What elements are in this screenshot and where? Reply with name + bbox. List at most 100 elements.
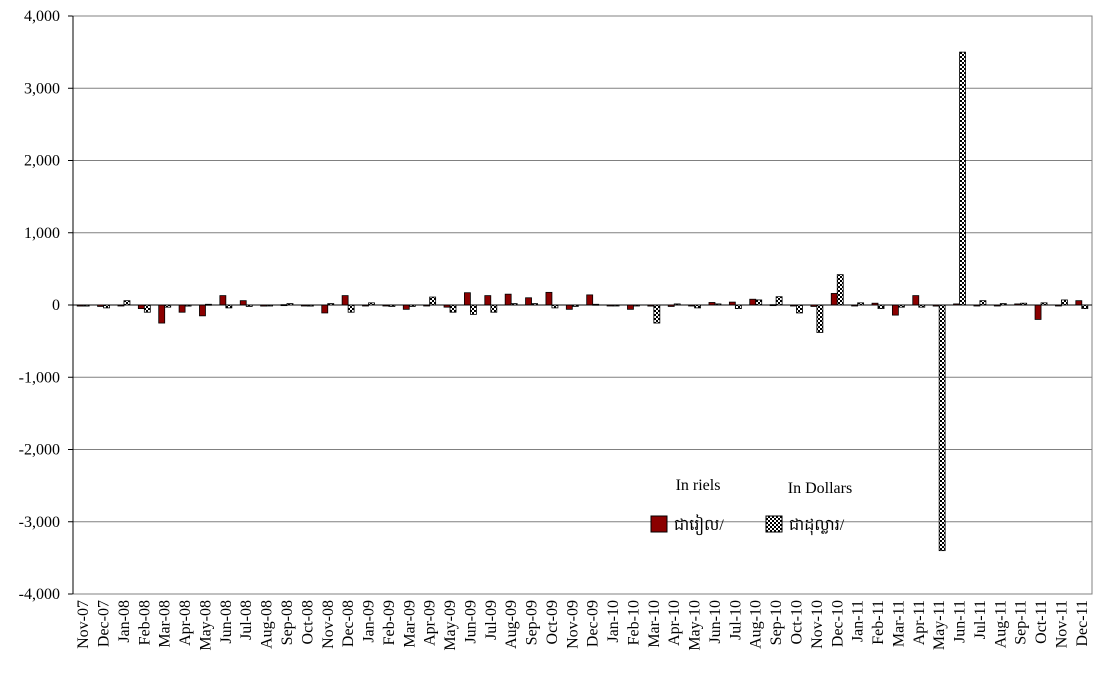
x-tick-label: Nov-09 <box>564 600 581 649</box>
y-tick-label: 2,000 <box>24 153 60 170</box>
x-tick-label: Apr-09 <box>422 600 439 646</box>
x-tick-label: Dec-07 <box>96 600 113 647</box>
bar-riels <box>402 304 410 310</box>
bar-riels <box>219 295 227 306</box>
y-tick-label: 3,000 <box>24 80 60 97</box>
x-tick-label: Apr-11 <box>911 600 928 645</box>
x-tick-label: May-11 <box>931 600 948 650</box>
x-tick-label: Mar-08 <box>157 600 174 648</box>
legend-swatch-dollars <box>765 515 783 533</box>
bar-dollars <box>470 304 477 315</box>
axes <box>72 15 1093 595</box>
x-tick-label: May-10 <box>687 600 704 651</box>
x-tick-label: Aug-11 <box>992 600 1009 648</box>
x-tick-label: Aug-10 <box>748 600 765 649</box>
bar-dollars <box>734 304 742 310</box>
bar-riels <box>239 300 247 306</box>
x-tick-label: May-09 <box>442 600 459 651</box>
bar-dollars <box>123 300 131 306</box>
x-tick-label: Oct-09 <box>544 600 561 644</box>
bar-dollars <box>755 299 763 306</box>
x-tick-label: Feb-09 <box>381 600 398 645</box>
bar-dollars <box>959 51 966 306</box>
bar-dollars <box>653 304 661 324</box>
x-tick-label: Jan-09 <box>361 600 378 643</box>
x-tick-label: Jul-09 <box>483 600 500 640</box>
bar-riels <box>1075 300 1083 306</box>
x-tick-label: Oct-11 <box>1033 600 1050 644</box>
x-tick-label: Dec-10 <box>829 600 846 647</box>
bar-riels <box>341 295 349 306</box>
y-tick-label: -2,000 <box>19 442 60 459</box>
bar-dollars <box>347 304 355 313</box>
legend-label-riels: ជារៀល/ <box>674 514 724 536</box>
bar-riels <box>545 291 553 306</box>
x-tick-label: Apr-10 <box>666 600 683 646</box>
x-tick-label: Jun-08 <box>218 600 235 644</box>
x-tick-label: Jun-10 <box>707 600 724 644</box>
x-tick-label: Jul-08 <box>238 600 255 640</box>
y-tick-label: 4,000 <box>24 8 60 25</box>
x-tick-label: Dec-08 <box>340 600 357 647</box>
x-tick-label: Sep-10 <box>768 600 785 645</box>
y-tick-label: -4,000 <box>19 586 60 603</box>
y-tick-label: 1,000 <box>24 225 60 242</box>
y-axis-tick-labels: -4,000 -3,000 -2,000 -1,000 0 1,000 2,000 3,000… <box>19 8 60 603</box>
bar-dollars <box>775 296 783 306</box>
bar-riels <box>627 304 634 310</box>
y-tick-label: -1,000 <box>19 369 60 386</box>
x-tick-label: Oct-08 <box>299 600 316 644</box>
x-tick-label: Dec-09 <box>585 600 602 647</box>
x-tick-label: Nov-10 <box>809 600 826 649</box>
x-tick-label: Mar-10 <box>646 600 663 648</box>
x-tick-label: Nov-11 <box>1053 600 1070 648</box>
bar-dollars <box>877 304 885 310</box>
x-tick-label: Jun-09 <box>462 600 479 644</box>
x-tick-label: Jan-08 <box>116 600 133 643</box>
x-tick-label: Apr-08 <box>177 600 194 646</box>
bar-dollars <box>796 304 803 314</box>
bar-dollars <box>1081 304 1089 310</box>
x-tick-label: Feb-10 <box>625 600 642 645</box>
bar-dollars <box>1061 299 1068 306</box>
x-tick-label: Sep-11 <box>1013 600 1030 645</box>
bar-riels <box>321 304 329 314</box>
x-tick-label: Nov-07 <box>75 600 92 649</box>
y-tick-label: -3,000 <box>19 514 60 531</box>
bar-riels <box>484 295 492 306</box>
x-tick-label: Sep-09 <box>524 600 541 645</box>
bar-dollars <box>143 304 151 313</box>
bar-riels <box>199 304 206 317</box>
x-tick-label: Sep-08 <box>279 600 296 645</box>
bar-riels <box>749 298 757 306</box>
bar-dollars <box>490 304 498 313</box>
x-tick-label: Dec-11 <box>1074 600 1091 647</box>
x-tick-label: Aug-08 <box>259 600 276 649</box>
x-tick-label: Jan-10 <box>605 600 622 643</box>
bar-riels <box>464 292 471 306</box>
bar-dollars <box>938 304 946 552</box>
bar-riels <box>830 293 838 306</box>
legend-caption-dollars: In Dollars <box>788 480 852 497</box>
x-tick-label: Jul-10 <box>727 600 744 640</box>
bar-dollars <box>836 274 844 306</box>
x-tick-label: Jul-11 <box>972 600 989 639</box>
y-tick-label: 0 <box>52 297 60 314</box>
bar-dollars <box>449 304 457 313</box>
bar-riels <box>586 294 594 306</box>
x-tick-label: May-08 <box>197 600 214 651</box>
x-tick-label: Mar-11 <box>890 600 907 647</box>
bar-riels <box>891 304 899 316</box>
bar-riels <box>1034 304 1042 320</box>
legend-label-dollars: ជាដុល្លារ/ <box>789 517 845 536</box>
x-tick-label: Mar-09 <box>401 600 418 648</box>
bar-riels <box>525 297 532 306</box>
x-tick-label: Jun-11 <box>952 600 969 643</box>
bar-riels <box>912 295 920 306</box>
bar-dollars <box>429 296 437 306</box>
legend-caption-riels: In riels <box>676 477 721 494</box>
legend-swatch-riels <box>650 515 668 533</box>
bar-riels <box>178 304 186 313</box>
bar-riels <box>158 304 166 324</box>
